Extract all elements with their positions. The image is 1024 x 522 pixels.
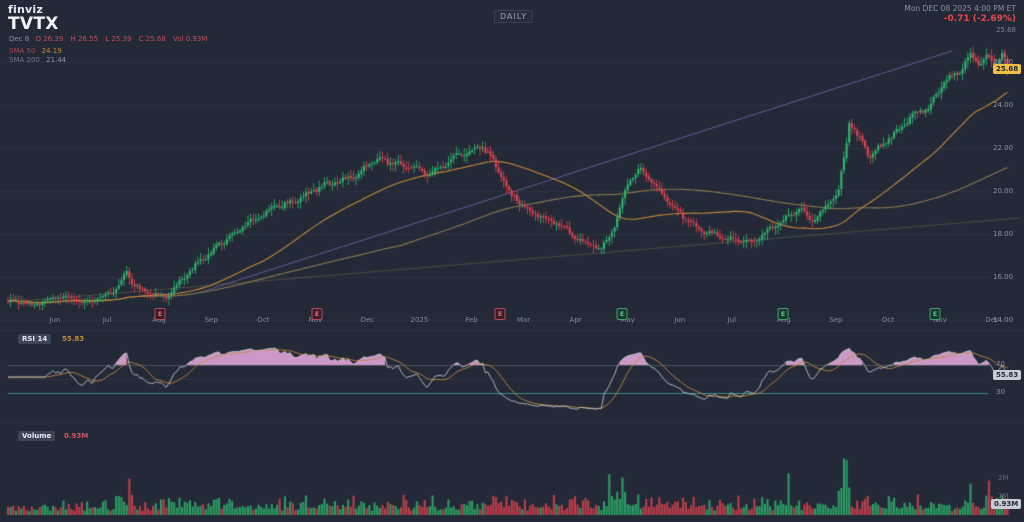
volume-2m-label: 2M [998, 474, 1009, 482]
sma200-label: SMA 200 [9, 56, 40, 64]
price-axis-label: 26.00 [993, 58, 1014, 66]
last-price-badge: 25.68 [993, 64, 1022, 74]
volume-panel-label[interactable]: Volume [18, 431, 56, 441]
ohlc-low: L 25.39 [105, 35, 132, 43]
rsi-badge: 55.83 [993, 370, 1022, 380]
x-axis-month-label: Oct [881, 316, 895, 324]
ohlc-close: C 25.68 [138, 35, 166, 43]
x-axis-month-label: Mar [516, 316, 531, 324]
sma200-value: 21.44 [46, 56, 67, 64]
x-axis-month-label: Jul [102, 316, 112, 324]
rsi-70-label: 70 [996, 360, 1005, 368]
x-axis-month-label: Jun [674, 316, 686, 324]
price-axis-label: 22.00 [993, 144, 1014, 152]
rsi-panel-label[interactable]: RSI 14 [18, 334, 52, 344]
x-axis-month-label: Feb [465, 316, 478, 324]
x-axis-month-label: Apr [569, 316, 582, 324]
timeframe-selector[interactable]: DAILY [494, 10, 534, 23]
price-axis-label: 18.00 [993, 230, 1014, 238]
x-axis-month-label: Dec [360, 316, 375, 324]
x-axis-month-label: Oct [257, 316, 270, 324]
volume-current-value: 0.93M [64, 432, 89, 440]
x-axis-month-label: Nov [933, 316, 947, 324]
sma50-label: SMA 50 [9, 47, 36, 55]
rsi-30-label: 30 [996, 388, 1005, 396]
price-axis-label: 14.00 [993, 316, 1014, 324]
earnings-marker[interactable]: E [311, 308, 323, 320]
ohlc-row: Dec 8 O 26.39 H 26.55 L 25.39 C 25.68 Vo… [9, 35, 212, 43]
x-axis-month-label: Dec [985, 316, 999, 324]
finviz-logo[interactable]: finviz [8, 3, 43, 16]
x-axis-month-label: 2025 [410, 316, 429, 324]
x-axis-month-label: Aug [776, 316, 791, 324]
price-axis-label: 24.00 [993, 101, 1014, 109]
earnings-marker[interactable]: E [154, 308, 166, 320]
x-axis-month-label: Aug [152, 316, 166, 324]
sma50-value: 24.19 [41, 47, 62, 55]
session-timestamp: Mon DEC 08 2025 4:00 PM ET [904, 4, 1016, 13]
ohlc-volume: Vol 0.93M [173, 35, 208, 43]
price-change: -0.71 (-2.69%) [943, 14, 1016, 24]
sma200-legend: SMA 200 21.44 [9, 56, 66, 64]
ticker-symbol: TVTX [8, 14, 59, 34]
ohlc-high: H 26.55 [70, 35, 99, 43]
price-axis-label: 16.00 [993, 273, 1014, 281]
price-axis-label: 20.00 [993, 187, 1014, 195]
ohlc-open: O 26.39 [35, 35, 64, 43]
ohlc-date: Dec 8 [9, 35, 30, 43]
x-axis-month-label: Sep [829, 316, 843, 324]
volume-badge: 0.93M [991, 499, 1022, 509]
sma50-legend: SMA 50 24.19 [9, 47, 62, 55]
earnings-marker[interactable]: E [929, 308, 941, 320]
x-axis-month-label: May [620, 316, 635, 324]
rsi-current-value: 55.83 [62, 335, 85, 343]
afterhours-price: 25.68 [995, 26, 1016, 34]
x-axis-month-label: Jun [49, 316, 61, 324]
earnings-marker[interactable]: E [616, 308, 628, 320]
x-axis-month-label: Sep [204, 316, 218, 324]
x-axis-month-label: Nov [308, 316, 323, 324]
volume-1m-label: 1M [998, 492, 1009, 500]
earnings-marker[interactable]: E [494, 308, 506, 320]
earnings-marker[interactable]: E [777, 308, 789, 320]
x-axis-month-label: Jul [727, 316, 736, 324]
